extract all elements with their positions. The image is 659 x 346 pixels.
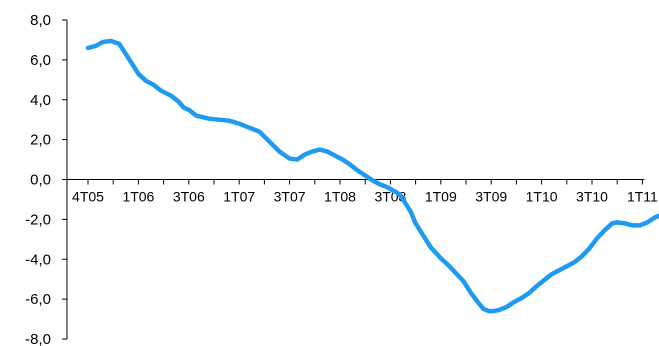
y-tick-label: 0,0 (30, 172, 51, 189)
y-tick-label: 8,0 (30, 12, 51, 29)
x-tick-label: 1T09 (425, 189, 457, 205)
x-tick-label: 1T08 (324, 189, 356, 205)
y-tick-label: -4,0 (25, 251, 51, 268)
y-tick-label: 4,0 (30, 92, 51, 109)
y-axis: 8,0 6,0 4,0 2,0 0,0 -2,0 -4,0 -6,0 -8,0 (25, 12, 68, 346)
x-tick-label: 1T07 (223, 189, 255, 205)
x-tick-label: 1T11 (627, 189, 658, 205)
y-tick-label: -6,0 (25, 291, 51, 308)
x-tick-label: 1T10 (526, 189, 558, 205)
x-axis: 4T05 1T06 3T06 1T07 3T07 1T08 3T08 1T09 3T09 1T10… (67, 179, 658, 205)
series-layer (85, 38, 659, 314)
x-tick-label: 3T07 (274, 189, 306, 205)
series-line (85, 38, 659, 314)
x-tick-label: 3T06 (173, 189, 205, 205)
x-tick-label: 3T10 (576, 189, 608, 205)
y-tick-label: -8,0 (25, 331, 51, 346)
y-tick-label: 6,0 (30, 52, 51, 69)
x-tick-label: 4T05 (72, 189, 104, 205)
y-tick-label: -2,0 (25, 211, 51, 228)
x-tick-label: 3T09 (475, 189, 507, 205)
x-tick-label: 1T06 (122, 189, 154, 205)
y-tick-label: 2,0 (30, 132, 51, 149)
